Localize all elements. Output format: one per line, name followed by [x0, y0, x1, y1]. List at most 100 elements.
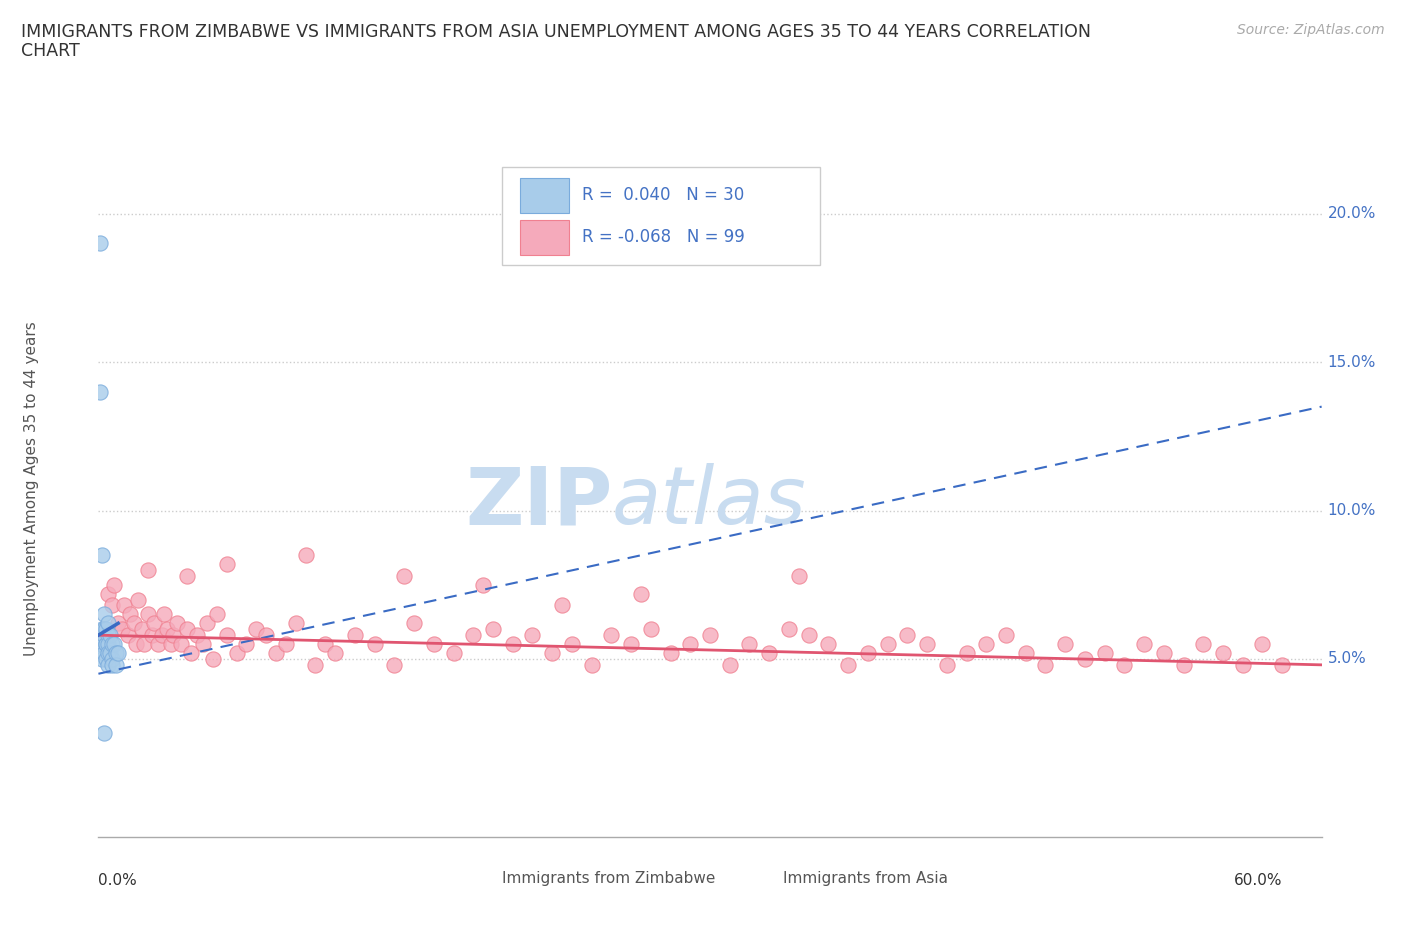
Point	[112, 598, 135, 613]
Point	[797, 628, 820, 643]
Point	[1153, 645, 1175, 660]
Bar	[502, 167, 820, 265]
Point	[125, 637, 148, 652]
Point	[101, 658, 124, 672]
Point	[142, 616, 165, 631]
Point	[876, 637, 898, 652]
Point	[1133, 637, 1156, 652]
Point	[122, 616, 145, 631]
Bar	[465, 865, 496, 893]
Text: Immigrants from Zimbabwe: Immigrants from Zimbabwe	[502, 871, 716, 886]
Point	[718, 658, 741, 672]
Point	[97, 628, 120, 643]
Text: Unemployment Among Ages 35 to 44 years: Unemployment Among Ages 35 to 44 years	[24, 321, 38, 656]
Point	[837, 658, 859, 672]
Point	[91, 622, 114, 637]
Point	[235, 637, 257, 652]
Point	[245, 622, 267, 637]
Point	[392, 568, 416, 583]
Point	[600, 628, 623, 643]
Text: CHART: CHART	[21, 42, 80, 60]
Text: 5.0%: 5.0%	[1327, 651, 1367, 667]
Point	[404, 616, 426, 631]
Point	[1114, 658, 1136, 672]
Text: Source: ZipAtlas.com: Source: ZipAtlas.com	[1237, 23, 1385, 37]
Point	[146, 637, 169, 652]
Point	[856, 645, 879, 660]
Point	[176, 568, 198, 583]
Point	[191, 637, 214, 652]
Point	[817, 637, 839, 652]
Point	[304, 658, 326, 672]
Point	[1173, 658, 1195, 672]
Point	[640, 622, 662, 637]
Point	[264, 645, 287, 660]
Point	[423, 637, 446, 652]
Point	[91, 548, 114, 563]
Point	[91, 637, 114, 652]
Point	[96, 622, 118, 637]
Point	[1192, 637, 1215, 652]
Point	[105, 645, 128, 660]
Point	[93, 725, 115, 740]
Point	[98, 628, 121, 643]
Point	[180, 645, 202, 660]
Point	[787, 568, 810, 583]
Point	[974, 637, 997, 652]
Point	[502, 637, 524, 652]
Point	[118, 607, 141, 622]
Point	[152, 607, 174, 622]
Point	[1232, 658, 1254, 672]
Point	[103, 578, 125, 592]
Point	[201, 652, 224, 667]
Point	[96, 652, 118, 667]
Point	[186, 628, 208, 643]
Point	[225, 645, 247, 660]
Bar	[520, 219, 569, 255]
Point	[93, 645, 115, 660]
Point	[541, 645, 564, 660]
Point	[482, 622, 505, 637]
Point	[96, 637, 118, 652]
Point	[294, 548, 316, 563]
Point	[1094, 645, 1116, 660]
Point	[105, 658, 128, 672]
Point	[463, 628, 485, 643]
Point	[443, 645, 465, 660]
Text: IMMIGRANTS FROM ZIMBABWE VS IMMIGRANTS FROM ASIA UNEMPLOYMENT AMONG AGES 35 TO 4: IMMIGRANTS FROM ZIMBABWE VS IMMIGRANTS F…	[21, 23, 1091, 41]
Point	[103, 637, 125, 652]
Point	[97, 616, 120, 631]
Text: 20.0%: 20.0%	[1327, 206, 1376, 221]
Point	[97, 645, 120, 660]
Point	[935, 658, 957, 672]
Point	[1054, 637, 1077, 652]
Point	[1212, 645, 1234, 660]
Point	[93, 607, 115, 622]
Point	[896, 628, 918, 643]
Point	[176, 622, 198, 637]
Point	[522, 628, 544, 643]
Point	[101, 637, 124, 652]
Point	[551, 598, 574, 613]
Point	[215, 628, 238, 643]
Point	[1074, 652, 1097, 667]
Point	[111, 622, 134, 637]
Point	[195, 616, 218, 631]
Point	[91, 652, 114, 667]
Point	[101, 652, 124, 667]
Point	[160, 637, 183, 652]
Point	[630, 586, 652, 601]
Point	[314, 637, 336, 652]
Point	[97, 586, 120, 601]
Point	[738, 637, 761, 652]
Point	[581, 658, 603, 672]
Point	[166, 616, 188, 631]
Point	[1271, 658, 1294, 672]
Point	[156, 622, 179, 637]
Point	[96, 637, 118, 652]
Text: R = -0.068   N = 99: R = -0.068 N = 99	[582, 228, 744, 246]
Point	[97, 658, 120, 672]
Point	[136, 607, 159, 622]
Point	[150, 628, 173, 643]
Point	[117, 628, 139, 643]
